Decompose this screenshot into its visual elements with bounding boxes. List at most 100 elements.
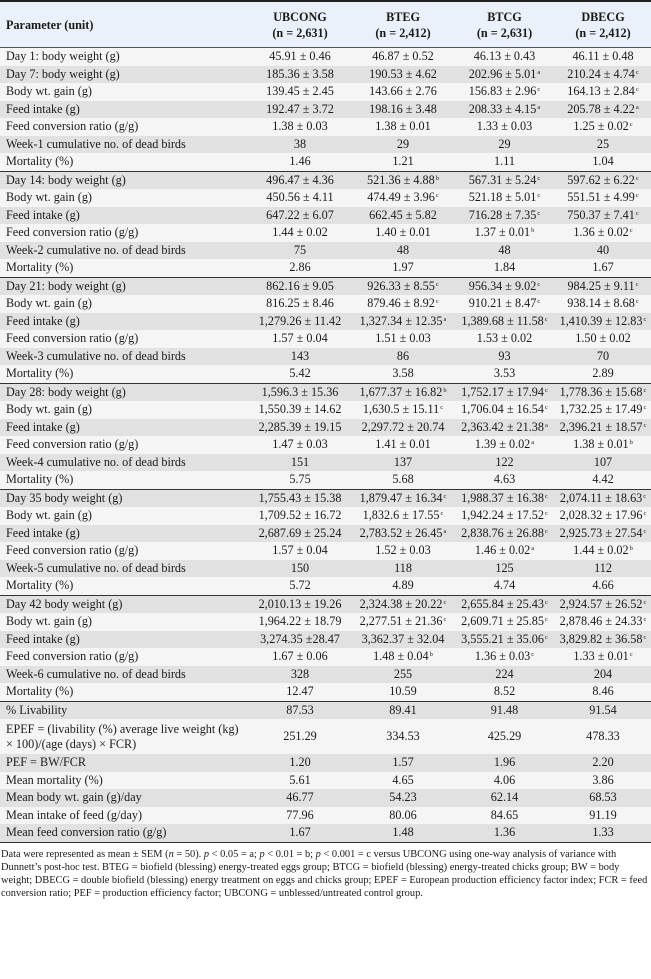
value-cell: 1.33 [555, 824, 651, 843]
footnote-text: < 0.01 = b; [264, 848, 316, 860]
value-text: 1.44 ± 0.02 [573, 543, 629, 557]
parameter-cell: Week-2 cumulative no. of dead birds [6, 242, 186, 257]
value-text: 48 [498, 242, 511, 257]
value-text: 45.91 ± 0.46 [269, 49, 331, 63]
significance-marker: c [537, 298, 541, 305]
value-cell: 62.14 [454, 789, 555, 807]
value-text: 10.59 [389, 684, 417, 698]
value-cell: 1,942.24 ± 17.52c [454, 507, 555, 525]
value-text: 4.06 [493, 772, 516, 787]
table-row: Day 7: body weight (g) 185.36 ± 3.58 190.5… [0, 65, 651, 83]
value-text: 1.20 [289, 755, 311, 769]
value-cell: 425.29 [454, 719, 555, 754]
value-text: 2.86 [289, 260, 311, 274]
value-text: 3,274.35 ±28.47 [260, 631, 340, 646]
value-text: 1.38 ± 0.01 [573, 437, 629, 451]
value-cell: 77.96 [248, 807, 352, 825]
value-cell: 54.23 [352, 789, 454, 807]
table-row: Week-1 cumulative no. of dead birds 38 29 2… [0, 135, 651, 154]
value-text: 75 [293, 242, 307, 257]
value-text: 2,396.21 ± 18.57 [559, 419, 643, 434]
value-cell: 1.36 ± 0.02c [555, 224, 651, 242]
value-cell: 224 [454, 666, 555, 684]
table-body: Day 1: body weight (g) 45.91 ± 0.46 46.87 … [0, 47, 651, 843]
parameter-cell: Day 28: body weight (g) [0, 382, 248, 401]
value-cell: 450.56 ± 4.11 [248, 189, 352, 207]
table-row: Feed conversion ratio (g/g) 1.67 ± 0.06 1.… [0, 648, 651, 666]
value-text: 4.42 [592, 472, 614, 486]
value-text: 3,555.21 ± 35.06 [461, 631, 544, 646]
value-text: 5.68 [392, 472, 414, 486]
value-text: 208.33 ± 4.15 [468, 101, 537, 116]
value-text: 137 [393, 454, 413, 469]
value-text: 68.53 [589, 790, 617, 804]
value-text: 1,550.39 ± 14.62 [258, 402, 342, 416]
value-text: 54.23 [389, 790, 417, 804]
value-text: 190.53 ± 4.62 [369, 66, 437, 81]
value-text: 1.47 ± 0.03 [272, 437, 328, 451]
value-cell: 1,677.37 ± 16.82b [352, 382, 454, 401]
value-cell: 5.61 [248, 772, 352, 790]
significance-marker: c [643, 633, 647, 641]
value-text: 4.74 [493, 578, 516, 592]
value-cell: 29 [352, 136, 454, 154]
value-cell: 1.96 [454, 754, 555, 772]
value-cell: 204 [555, 666, 651, 684]
significance-marker: b [435, 174, 439, 182]
value-text: 12.47 [286, 684, 314, 698]
value-text: 3,829.82 ± 36.58 [559, 631, 643, 646]
value-cell: 4.06 [454, 772, 555, 790]
table-row: Body wt. gain (g) 816.25 ± 8.46 879.46 ± 8… [0, 295, 651, 313]
value-cell: 1,596.3 ± 15.36 [248, 382, 352, 401]
parameter-cell: Week-6 cumulative no. of dead birds [6, 666, 186, 681]
value-cell: 521.18 ± 5.01c [454, 189, 555, 207]
value-text: 956.34 ± 9.02 [468, 278, 537, 293]
value-text: 112 [594, 560, 612, 575]
table-container: Parameter (unit) UBCONG (n = 2,631) BTEG… [0, 1, 651, 899]
value-text: 1,410.39 ± 12.83 [559, 313, 643, 328]
table-row: Feed intake (g) 1,279.26 ± 11.42 1,327.34 … [0, 312, 651, 331]
parameter-cell: Day 1: body weight (g) [6, 49, 120, 63]
value-cell: 1.53 ± 0.02 [454, 330, 555, 348]
parameter-cell: Feed intake (g) [6, 313, 80, 328]
value-cell: 3.86 [555, 772, 651, 790]
value-text: 1.57 ± 0.04 [272, 331, 328, 345]
table-row: Feed intake (g) 2,687.69 ± 25.24 2,783.52 … [0, 524, 651, 542]
value-text: 1.33 ± 0.01 [573, 649, 629, 663]
significance-marker: b [443, 386, 447, 394]
value-cell: 1,279.26 ± 11.42 [248, 313, 352, 331]
table-row: Day 28: body weight (g) 1,596.3 ± 15.36 1,… [0, 382, 651, 401]
significance-marker: c [643, 527, 647, 535]
table-row: Feed intake (g) 2,285.39 ± 19.15 2,297.72 … [0, 418, 651, 437]
value-text: 647.22 ± 6.07 [266, 207, 334, 222]
value-cell: 1,410.39 ± 12.83c [555, 313, 651, 331]
column-header-bteg: BTEG (n = 2,412) [352, 1, 454, 48]
value-cell: 2,285.39 ± 19.15 [248, 419, 352, 437]
value-cell: 192.47 ± 3.72 [248, 101, 352, 119]
value-cell: 1,752.17 ± 17.94c [454, 382, 555, 401]
table-row: Week-4 cumulative no. of dead birds 151 13… [0, 453, 651, 471]
value-text: 48 [396, 242, 410, 257]
value-text: 3.86 [592, 772, 614, 787]
significance-marker: c [643, 598, 647, 606]
value-text: 38 [293, 136, 307, 151]
value-text: 1,596.3 ± 15.36 [261, 384, 339, 399]
value-text: 5.61 [289, 772, 311, 787]
footnote-text: Data were represented as mean ± SEM ( [1, 848, 169, 860]
value-text: 1.21 [392, 154, 414, 168]
value-text: 2,028.32 ± 17.96 [559, 508, 643, 522]
value-cell: 1.57 [352, 754, 454, 772]
significance-marker: c [443, 616, 447, 623]
group-name: BTEG [386, 9, 420, 24]
value-cell: 46.11 ± 0.48 [555, 48, 651, 66]
value-cell: 521.36 ± 4.88b [352, 170, 454, 189]
significance-marker: c [443, 492, 447, 500]
parameter-cell: Day 7: body weight (g) [6, 66, 120, 81]
table-row: Mean intake of feed (g/day) 77.96 80.06 84.… [0, 806, 651, 825]
value-cell: 1.57 ± 0.04 [248, 330, 352, 348]
value-cell: 1.47 ± 0.03 [248, 436, 352, 454]
value-cell: 1,732.25 ± 17.49c [555, 401, 651, 419]
value-cell: 80.06 [352, 807, 454, 825]
value-cell: 84.65 [454, 807, 555, 825]
significance-marker: c [544, 492, 548, 500]
